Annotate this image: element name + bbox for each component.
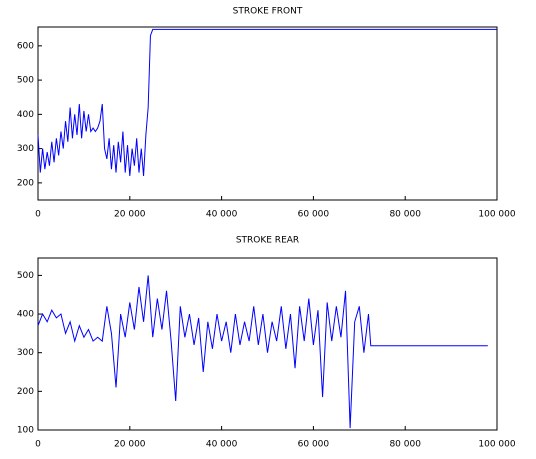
x-tick-label: 100 000 <box>478 210 515 220</box>
chart-title: STROKE FRONT <box>233 7 303 17</box>
x-tick-label: 20 000 <box>114 440 146 450</box>
x-tick-label: 0 <box>35 210 41 220</box>
x-tick-label: 0 <box>35 440 41 450</box>
y-tick-label: 500 <box>17 271 34 281</box>
x-tick-label: 80 000 <box>389 440 421 450</box>
x-tick-label: 40 000 <box>206 440 238 450</box>
y-tick-label: 400 <box>17 110 34 120</box>
data-line <box>37 28 497 177</box>
x-tick-label: 20 000 <box>114 210 146 220</box>
y-tick-label: 100 <box>17 426 34 436</box>
y-tick-label: 300 <box>17 348 34 358</box>
x-tick-label: 40 000 <box>206 210 238 220</box>
y-tick-label: 200 <box>17 387 34 397</box>
y-tick-label: 300 <box>17 144 34 154</box>
plot-area <box>37 257 498 431</box>
y-tick-label: 200 <box>17 178 34 188</box>
y-tick-label: 500 <box>17 76 34 86</box>
x-tick-label: 60 000 <box>298 210 330 220</box>
y-tick-label: 400 <box>17 310 34 320</box>
plot-area <box>37 26 498 201</box>
y-tick-label: 600 <box>17 41 34 51</box>
x-tick-label: 80 000 <box>389 210 421 220</box>
chart-title: STROKE REAR <box>236 236 299 246</box>
x-tick-label: 100 000 <box>478 440 515 450</box>
data-line <box>37 275 488 429</box>
x-tick-label: 60 000 <box>298 440 330 450</box>
